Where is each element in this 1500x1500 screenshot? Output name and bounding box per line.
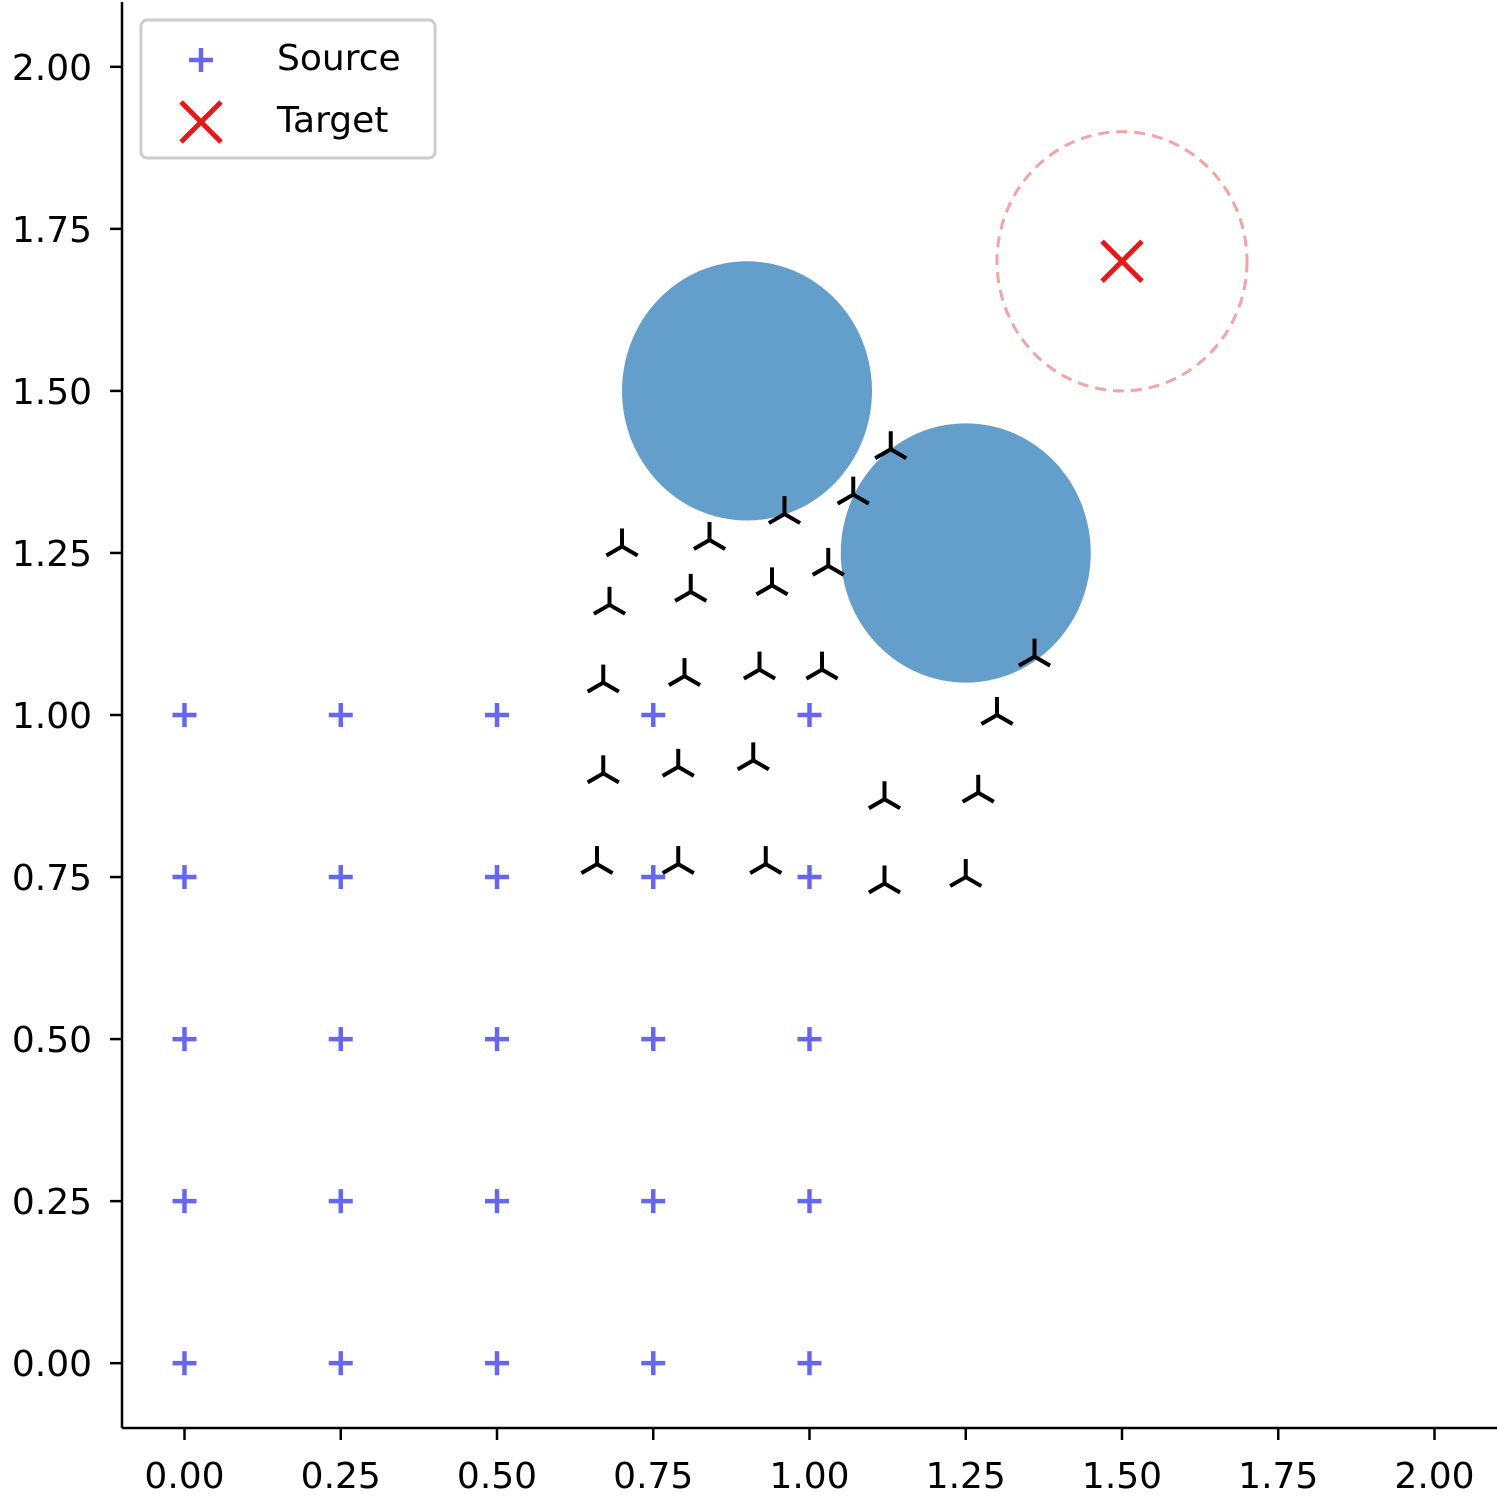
tri-down-point-24 (836, 476, 870, 506)
obstacle-circle-1 (622, 261, 872, 521)
x-tick-label: 1.75 (1238, 1456, 1318, 1497)
tri-down-point-9 (867, 781, 902, 810)
y-tick-label: 1.00 (12, 696, 92, 737)
legend-target-label: Target (276, 100, 388, 141)
tri-down-point-18 (674, 573, 708, 603)
source-point-17 (328, 865, 353, 890)
source-point-18 (485, 865, 509, 890)
tri-down-point-12 (667, 658, 702, 687)
x-tick-label: 1.50 (1082, 1456, 1162, 1497)
source-point-12 (328, 1027, 353, 1052)
tri-down-point-15 (980, 697, 1014, 726)
y-tick-label: 1.75 (12, 210, 92, 251)
tri-down-point-3 (749, 846, 783, 875)
source-point-7 (328, 1189, 353, 1214)
source-point-6 (172, 1189, 197, 1214)
source-point-23 (485, 703, 509, 727)
source-point-9 (641, 1189, 666, 1214)
tri-down-point-22 (692, 521, 727, 551)
x-tick-label: 0.50 (457, 1456, 537, 1497)
tri-down-point-2 (661, 846, 695, 875)
source-point-1 (172, 1351, 197, 1376)
source-point-5 (797, 1351, 822, 1376)
y-tick-label: 2.00 (12, 48, 92, 89)
source-point-2 (328, 1351, 353, 1376)
source-point-16 (172, 865, 197, 890)
source-point-3 (485, 1351, 509, 1376)
x-tick-label: 0.00 (144, 1456, 224, 1497)
legend-box (139, 18, 437, 160)
source-point-20 (797, 865, 822, 890)
tri-down-point-6 (586, 755, 620, 785)
legend-source-marker (189, 48, 213, 72)
y-tick-label: 0.75 (12, 858, 92, 899)
tri-down-point-16 (1017, 638, 1052, 668)
tri-down-point-20 (811, 547, 845, 577)
tri-down-point-21 (605, 528, 639, 558)
source-point-11 (172, 1027, 197, 1052)
source-point-4 (641, 1351, 666, 1376)
y-tick-label: 1.25 (12, 534, 92, 575)
legend-target-marker (179, 100, 223, 144)
tri-down-point-11 (586, 664, 620, 694)
tri-down-point-25 (874, 431, 908, 460)
y-tick-label: 1.50 (12, 372, 92, 413)
y-tick-label: 0.25 (12, 1182, 92, 1223)
x-tick-label: 0.25 (301, 1456, 381, 1497)
axes: 0.00 0.25 0.50 0.75 1.00 1.25 1.50 1.75 2.00 0.00… (12, 2, 1497, 1497)
y-tick-label: 0.50 (12, 1020, 92, 1061)
source-point-22 (328, 703, 353, 727)
source-point-21 (172, 703, 197, 727)
legend: Source Target (139, 18, 437, 160)
target-point-1 (1100, 239, 1144, 284)
y-tick-label: 0.00 (12, 1344, 92, 1385)
x-tick-label: 1.00 (769, 1456, 849, 1497)
tri-down-point-8 (736, 742, 770, 772)
tri-down-point-14 (805, 651, 839, 681)
plot-area (172, 130, 1249, 1376)
tri-down-point-1 (580, 846, 614, 875)
tri-down-point-10 (961, 774, 995, 804)
tri-down-point-4 (867, 865, 902, 895)
source-point-14 (641, 1027, 666, 1052)
obstacle-circle-2 (840, 423, 1091, 683)
tri-down-point-23 (767, 496, 802, 525)
x-tick-label: 1.25 (926, 1456, 1006, 1497)
tri-down-point-5 (949, 859, 983, 888)
legend-source-label: Source (277, 38, 401, 79)
x-tick-label: 2.00 (1394, 1456, 1474, 1497)
x-tick-label: 0.75 (613, 1456, 693, 1497)
target-region-circle (995, 130, 1249, 393)
source-point-8 (485, 1189, 509, 1214)
source-point-24 (641, 703, 666, 727)
source-point-13 (485, 1027, 509, 1052)
tri-down-point-13 (742, 651, 777, 681)
source-point-10 (797, 1189, 822, 1214)
tri-down-point-19 (755, 567, 789, 597)
source-point-15 (797, 1027, 822, 1052)
source-point-19 (641, 865, 666, 890)
source-point-25 (797, 703, 822, 727)
tri-down-point-17 (592, 586, 627, 616)
tri-down-point-7 (661, 748, 695, 778)
